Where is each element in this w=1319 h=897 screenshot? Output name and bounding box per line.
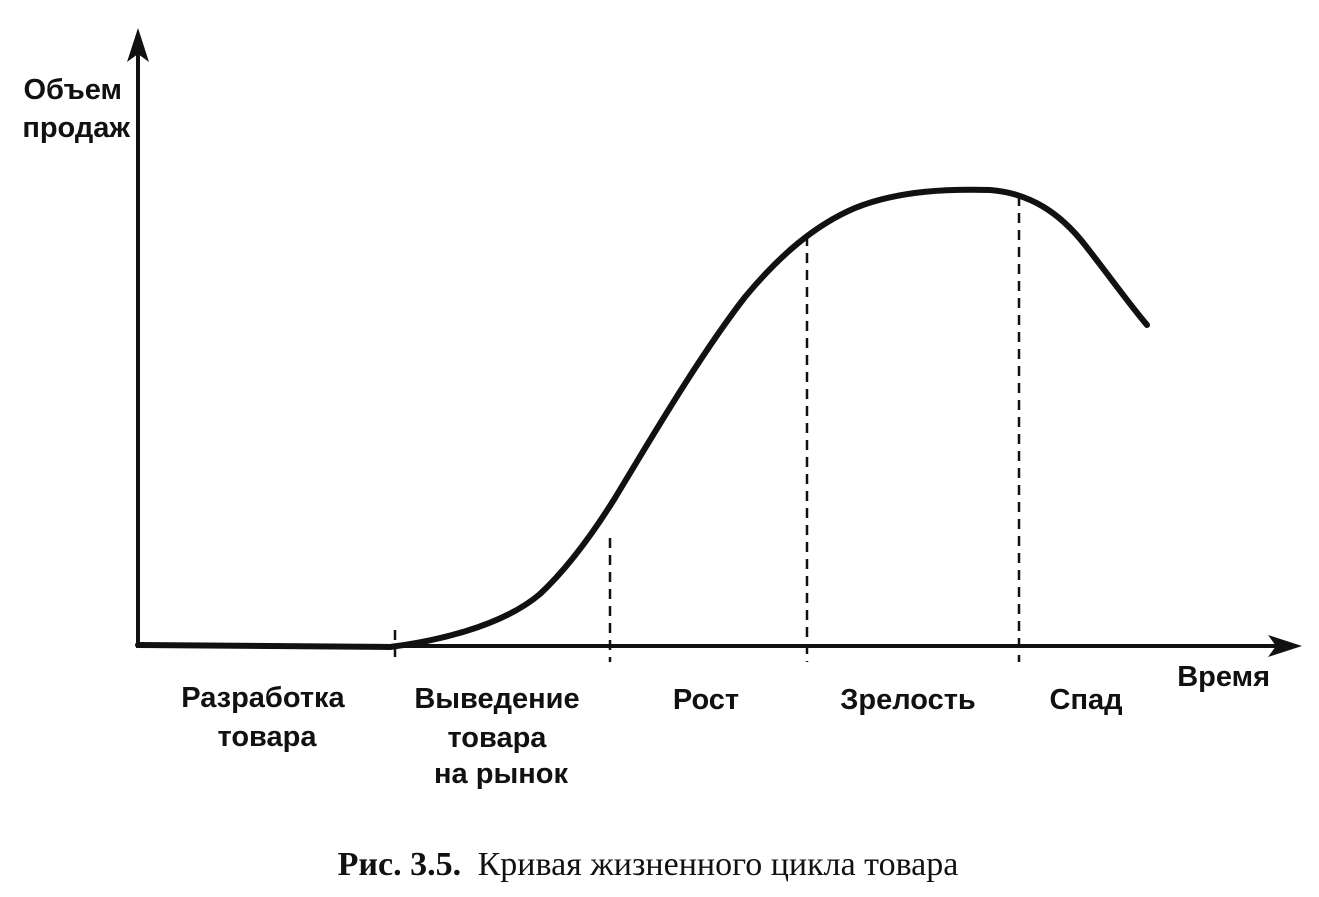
stage-development-line-1: Разработка: [181, 682, 345, 714]
stage-label-introduction: Выведение товара на рынок: [414, 683, 587, 790]
y-axis-label: Объем продаж: [22, 74, 130, 144]
stage-label-growth: Рост: [673, 684, 739, 716]
stage-development-line-2: товара: [218, 721, 318, 753]
stage-introduction-line-3: на рынок: [434, 758, 568, 790]
figure-caption: Рис. 3.5. Кривая жизненного цикла товара: [338, 846, 959, 883]
life-cycle-curve: [135, 186, 1150, 650]
x-axis-arrowhead: [1268, 635, 1302, 657]
y-axis-arrowhead: [127, 28, 149, 62]
figure-caption-text: Кривая жизненного цикла товара: [478, 846, 959, 883]
stage-growth-line-1: Рост: [673, 684, 739, 716]
stage-introduction-line-1: Выведение: [414, 683, 579, 715]
stage-label-maturity: Зрелость: [840, 684, 976, 716]
y-axis-label-line-1: Объем: [24, 74, 122, 106]
stage-label-decline: Спад: [1050, 684, 1123, 716]
y-axis-label-line-2: продаж: [22, 112, 130, 144]
stage-decline-line-1: Спад: [1050, 684, 1123, 716]
stage-label-development: Разработка товара: [181, 682, 353, 753]
stage-maturity-line-1: Зрелость: [840, 684, 976, 716]
x-axis-label: Время: [1177, 661, 1270, 693]
figure-caption-number: Рис. 3.5.: [338, 846, 461, 883]
stage-introduction-line-2: товара: [447, 722, 547, 754]
